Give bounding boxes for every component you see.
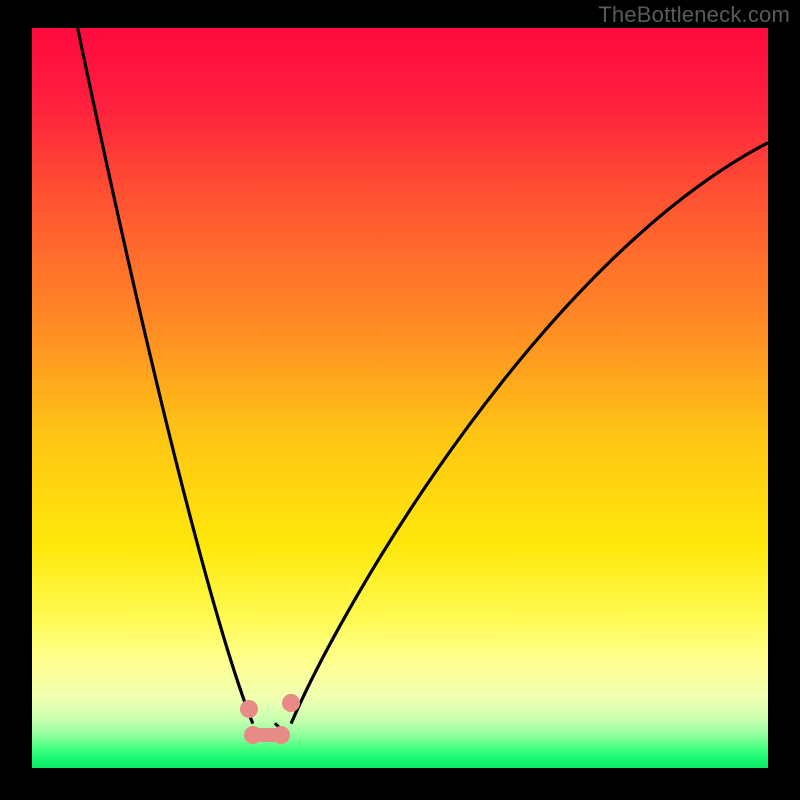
watermark-text: TheBottleneck.com — [598, 2, 790, 28]
marker-dot — [240, 700, 258, 718]
chart-canvas: TheBottleneck.com — [0, 0, 800, 800]
plot-area — [32, 28, 768, 768]
curve-right-branch — [291, 143, 768, 724]
marker-dot — [244, 726, 262, 744]
curve-left-branch — [78, 28, 253, 724]
marker-dot — [282, 694, 300, 712]
curve-overlay — [32, 28, 768, 768]
marker-dot — [272, 726, 290, 744]
